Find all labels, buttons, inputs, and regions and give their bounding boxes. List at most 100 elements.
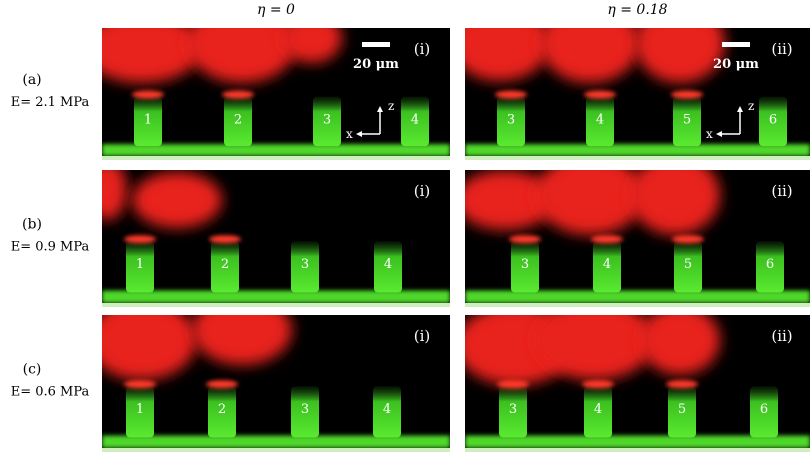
pillar bbox=[291, 241, 319, 293]
red-droplet bbox=[465, 170, 555, 230]
pillar bbox=[511, 241, 539, 293]
pillar-number: 2 bbox=[218, 402, 226, 417]
red-droplet bbox=[640, 315, 720, 375]
panel-content: 3 4 5 6 bbox=[465, 315, 810, 452]
red-droplet bbox=[187, 28, 297, 83]
substrate-edge bbox=[102, 448, 450, 452]
pillar-number: 3 bbox=[301, 257, 309, 272]
panel-content: 3 4 5 6 bbox=[465, 28, 810, 160]
pillar bbox=[673, 96, 701, 147]
panel-label: (ii) bbox=[771, 40, 792, 58]
pillar-number: 5 bbox=[683, 113, 691, 128]
contact-line bbox=[124, 235, 156, 244]
column-header: η = 0.18 bbox=[607, 2, 667, 18]
row-modulus: E= 2.1 MPa bbox=[11, 95, 90, 110]
contact-line bbox=[671, 90, 703, 99]
red-droplet bbox=[630, 170, 720, 235]
red-droplet bbox=[102, 315, 197, 380]
image-panel: 3 4 5 6 (ii) bbox=[465, 315, 810, 452]
pillar bbox=[497, 96, 525, 147]
contact-line bbox=[132, 90, 164, 99]
column-header: η = 0 bbox=[257, 2, 295, 18]
contact-line bbox=[591, 235, 623, 244]
substrate-edge bbox=[102, 156, 450, 160]
panel-label: (i) bbox=[414, 40, 431, 58]
contact-line bbox=[584, 90, 616, 99]
substrate bbox=[102, 435, 450, 448]
pillar-number: 4 bbox=[594, 402, 602, 417]
pillar bbox=[756, 241, 784, 293]
red-droplet bbox=[102, 28, 202, 83]
row-letter: (c) bbox=[23, 362, 42, 378]
pillar-number: 6 bbox=[766, 257, 774, 272]
panel-label: (i) bbox=[414, 327, 431, 345]
pillar bbox=[593, 241, 621, 293]
red-droplet bbox=[102, 170, 127, 220]
arrow-head bbox=[737, 106, 743, 112]
row-modulus: E= 0.9 MPa bbox=[11, 240, 90, 255]
contact-line bbox=[209, 235, 241, 244]
pillar bbox=[584, 386, 612, 438]
pillar bbox=[586, 96, 614, 147]
pillar-number: 6 bbox=[760, 402, 768, 417]
pillar bbox=[126, 386, 154, 438]
image-panel: 1 2 3 4 (i) bbox=[102, 315, 450, 452]
red-droplet bbox=[540, 28, 640, 83]
pillar-number: 3 bbox=[521, 257, 529, 272]
substrate bbox=[102, 144, 450, 156]
red-droplet bbox=[132, 172, 222, 228]
substrate bbox=[465, 144, 810, 156]
pillar bbox=[126, 241, 154, 293]
contact-line bbox=[497, 380, 529, 389]
axis-label-x: x bbox=[346, 127, 353, 141]
pillar-number: 2 bbox=[234, 113, 242, 128]
substrate-edge bbox=[465, 448, 810, 452]
pillar bbox=[291, 386, 319, 438]
pillar bbox=[674, 241, 702, 293]
pillar-number: 4 bbox=[383, 402, 391, 417]
row-letter: (a) bbox=[22, 72, 41, 88]
axis-label-x: x bbox=[706, 127, 713, 141]
scale-bar bbox=[362, 42, 390, 47]
red-droplet bbox=[635, 28, 725, 83]
pillar bbox=[668, 386, 696, 438]
substrate bbox=[465, 290, 810, 303]
red-droplet bbox=[192, 315, 292, 365]
panel-label: (ii) bbox=[771, 182, 792, 200]
panel-content: 1 2 3 4 bbox=[102, 315, 450, 452]
pillar-number: 3 bbox=[301, 402, 309, 417]
pillar bbox=[224, 96, 252, 147]
image-panel: 1 2 3 4 (i) 20 μm z x bbox=[102, 28, 450, 160]
pillar-number: 4 bbox=[411, 113, 419, 128]
pillar bbox=[208, 386, 236, 438]
pillar bbox=[374, 241, 402, 293]
axis-label-z: z bbox=[748, 99, 754, 113]
pillar-number: 1 bbox=[136, 402, 144, 417]
panel-content: 1 2 3 4 bbox=[102, 170, 450, 307]
scale-bar-label: 20 μm bbox=[713, 57, 759, 72]
substrate bbox=[465, 435, 810, 448]
red-droplet bbox=[282, 28, 342, 63]
pillar-number: 2 bbox=[221, 257, 229, 272]
contact-line bbox=[582, 380, 614, 389]
pillar bbox=[401, 96, 429, 147]
pillar-number: 5 bbox=[684, 257, 692, 272]
contact-line bbox=[509, 235, 541, 244]
red-droplet bbox=[465, 28, 550, 81]
image-panel: 3 4 5 6 (ii) bbox=[465, 170, 810, 307]
pillar bbox=[211, 241, 239, 293]
scale-bar-label: 20 μm bbox=[353, 57, 399, 72]
axis-label-z: z bbox=[388, 99, 394, 113]
contact-line bbox=[124, 380, 156, 389]
red-droplet bbox=[535, 315, 655, 380]
pillar-number: 3 bbox=[509, 402, 517, 417]
scale-bar bbox=[722, 42, 750, 47]
contact-line bbox=[495, 90, 527, 99]
substrate-edge bbox=[465, 303, 810, 307]
image-panel: 3 4 5 6 (ii) 20 μm z x bbox=[465, 28, 810, 160]
panel-content: 1 2 3 4 bbox=[102, 28, 450, 160]
pillar bbox=[373, 386, 401, 438]
pillar bbox=[499, 386, 527, 438]
substrate-edge bbox=[465, 156, 810, 160]
